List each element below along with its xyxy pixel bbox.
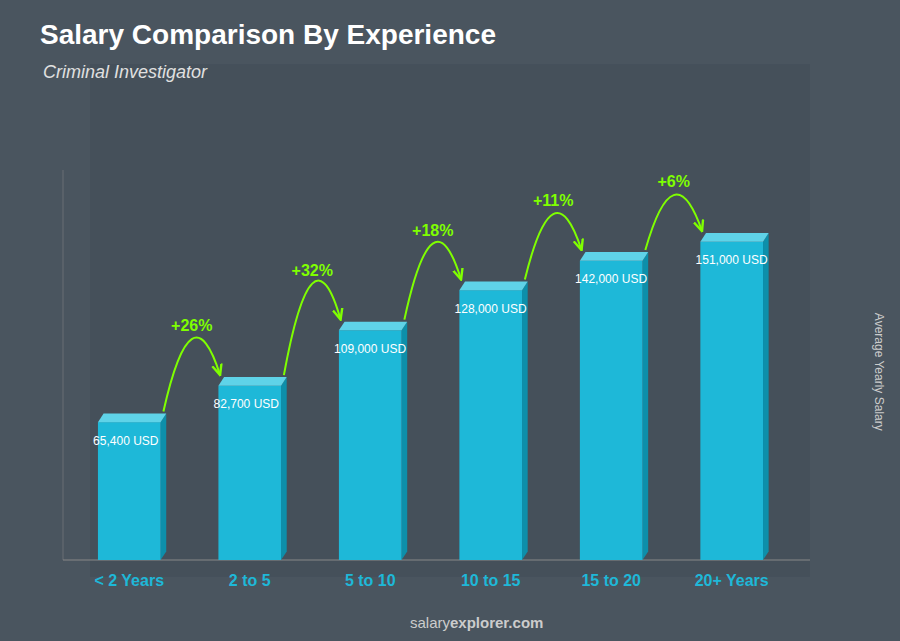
bar-top [339,322,407,331]
data-label: 109,000 USD [334,342,406,356]
bar-top [580,252,648,261]
annotation: +11% [533,192,573,209]
bar-top [700,233,768,242]
bars [98,233,769,560]
bar-top [98,414,166,423]
annotation: +18% [412,222,453,239]
bar [218,386,281,560]
bar-side [763,233,769,560]
bar [339,330,402,560]
bar [700,242,763,560]
x-axis-line [63,560,810,561]
background [0,0,900,641]
background-shade [90,64,810,577]
x-tick-label: 2 to 5 [229,572,271,589]
footer: explorer.com [450,614,543,631]
x-tick-label: 15 to 20 [581,572,641,589]
data-label: 128,000 USD [455,302,527,316]
bar-side [281,377,287,560]
data-label: 65,400 USD [93,434,159,448]
x-tick-label: < 2 Years [94,572,164,589]
y-axis-line [63,170,64,560]
bar [459,290,522,560]
bar-top [459,282,527,291]
x-tick-label: 10 to 15 [461,572,521,589]
data-label: 82,700 USD [214,397,280,411]
change-arrow [404,242,461,320]
y-axis-label: Average Yearly Salary [872,313,886,431]
change-arrow [284,281,341,375]
footer: salary [410,614,451,631]
bar-side [643,252,649,560]
annotation: +32% [292,262,333,279]
chart: Salary Comparison By Experience Criminal … [0,0,900,641]
x-tick-label: 5 to 10 [345,572,396,589]
x-tick-label: 20+ Years [695,572,769,589]
annotation: +6% [657,173,689,190]
bar-top [218,377,286,386]
bar-side [402,322,408,560]
title: Salary Comparison By Experience [40,19,496,50]
annotation: +26% [171,317,212,334]
change-arrow [525,213,582,280]
subtitle: Criminal Investigator [43,62,208,82]
bar [580,261,643,560]
bar-side [522,282,528,560]
data-label: 151,000 USD [696,253,768,267]
bar-side [161,414,167,560]
change-arrow [645,195,702,250]
data-label: 142,000 USD [575,272,647,286]
change-arrow [163,338,220,412]
